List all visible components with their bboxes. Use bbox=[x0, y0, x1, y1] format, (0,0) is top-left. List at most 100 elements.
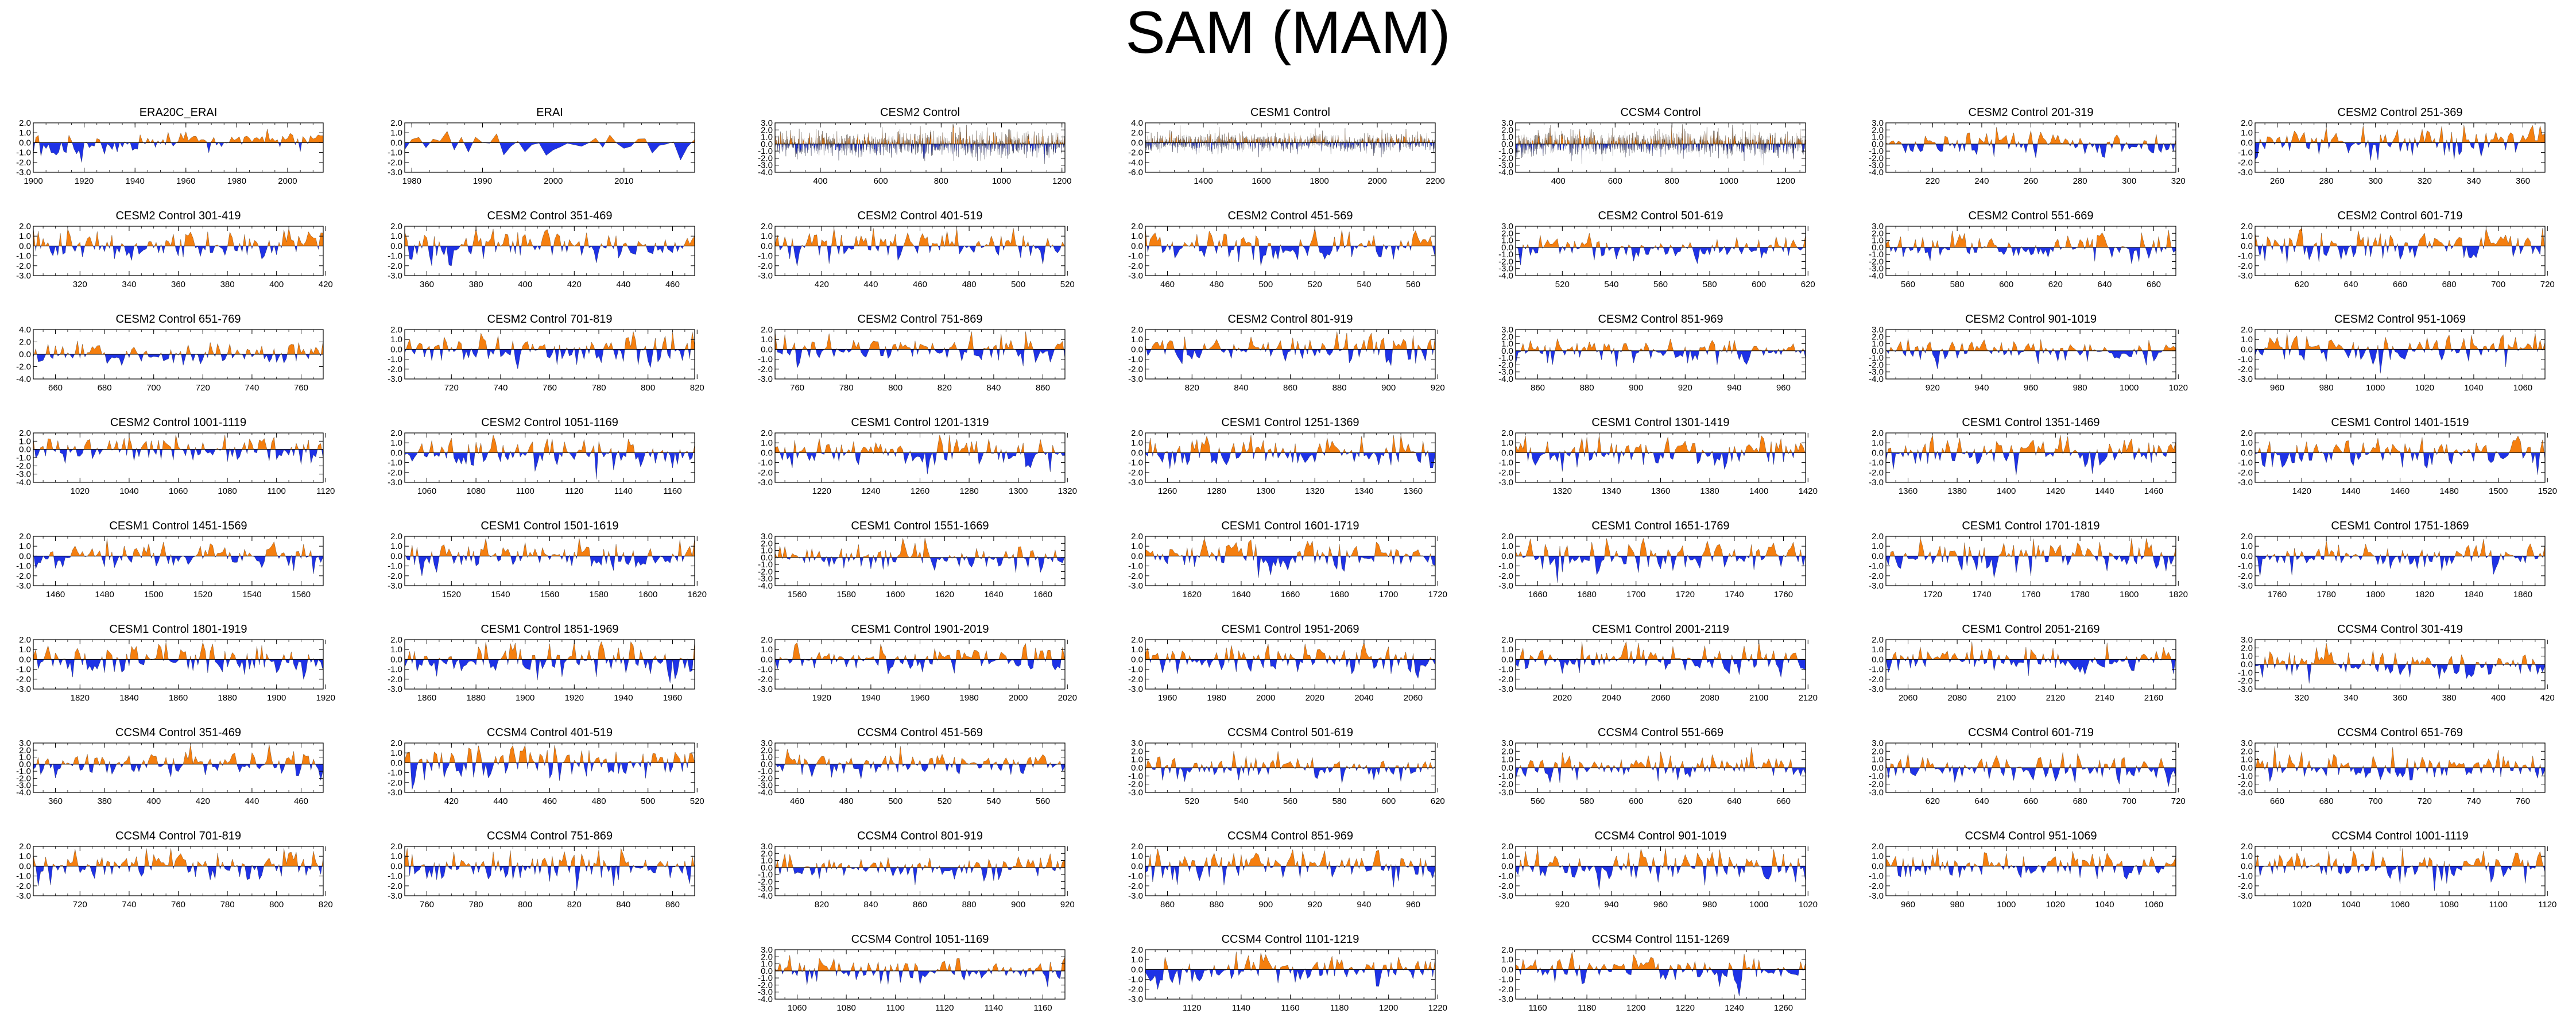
y-tick-label: 2.0 bbox=[390, 428, 402, 438]
x-tick-label: 760 bbox=[543, 383, 557, 393]
x-tick-label: 1760 bbox=[2021, 590, 2040, 599]
x-tick-label: 1990 bbox=[473, 176, 492, 186]
panel-title: CESM1 Control 1851-1969 bbox=[481, 623, 618, 636]
y-tick-label: 1.0 bbox=[1501, 852, 1513, 861]
panel-title: CCSM4 Control 1001-1119 bbox=[2331, 830, 2468, 842]
x-tick-label: 1020 bbox=[2292, 900, 2311, 910]
x-tick-label: 380 bbox=[469, 280, 483, 289]
y-tick-label: 2.0 bbox=[761, 325, 773, 335]
y-tick-label: 2.0 bbox=[1501, 746, 1513, 756]
y-tick-label: 2.0 bbox=[2241, 118, 2253, 128]
x-tick-label: 980 bbox=[1950, 900, 1965, 910]
x-tick-label: 1700 bbox=[1379, 590, 1398, 599]
x-tick-label: 880 bbox=[1332, 383, 1347, 393]
x-tick-label: 1720 bbox=[1428, 590, 1447, 599]
x-tick-label: 940 bbox=[1727, 383, 1741, 393]
x-tick-label: 620 bbox=[1801, 280, 1815, 289]
panel-title: ERA20C_ERAI bbox=[140, 106, 218, 119]
y-tick-label: 0.0 bbox=[2241, 861, 2253, 871]
y-tick-label: -2.0 bbox=[758, 675, 773, 684]
positive-area bbox=[33, 228, 323, 246]
panel-38: CESM1 Control 1901-2019 2.01.00.0-1.0-2.0… bbox=[758, 623, 1077, 703]
y-tick-label: -3.0 bbox=[2238, 788, 2253, 798]
y-tick-label: -2.0 bbox=[2238, 468, 2253, 478]
y-tick-label: -4.0 bbox=[1869, 168, 1884, 177]
plot-frame bbox=[1885, 432, 2176, 483]
y-tick-label: 2.0 bbox=[19, 532, 31, 541]
y-tick-label: -3.0 bbox=[1128, 271, 1143, 281]
x-tick-label: 600 bbox=[874, 176, 888, 186]
x-tick-label: 720 bbox=[196, 383, 210, 393]
x-tick-label: 1840 bbox=[2464, 590, 2483, 599]
y-tick-label: 0.0 bbox=[1501, 243, 1513, 253]
plot-frame bbox=[774, 432, 1066, 483]
y-tick-label: -2.0 bbox=[1869, 780, 1884, 790]
panel-title: CESM2 Control 951-1069 bbox=[2334, 313, 2466, 326]
y-tick-label: 0.0 bbox=[761, 655, 773, 664]
x-tick-label: 480 bbox=[962, 280, 977, 289]
y-tick-label: -1.0 bbox=[758, 252, 773, 261]
x-tick-label: 260 bbox=[2024, 176, 2038, 186]
y-tick-label: 1.0 bbox=[2241, 852, 2253, 861]
y-tick-label: -1.0 bbox=[1869, 771, 1884, 781]
negative-area bbox=[405, 866, 695, 891]
series-line bbox=[404, 641, 695, 683]
x-tick-label: 1020 bbox=[2169, 383, 2188, 393]
y-tick-label: -4.0 bbox=[758, 581, 773, 591]
x-tick-label: 1260 bbox=[911, 486, 929, 496]
x-tick-label: 2020 bbox=[1306, 693, 1324, 703]
y-tick-label: 2.0 bbox=[1501, 532, 1513, 541]
y-tick-label: -1.0 bbox=[2238, 771, 2253, 781]
y-tick-label: -4.0 bbox=[1498, 374, 1513, 384]
y-tick-label: -2.0 bbox=[1498, 571, 1513, 581]
x-tick-label: 760 bbox=[2516, 796, 2530, 806]
negative-area bbox=[33, 449, 323, 465]
series-line bbox=[2255, 746, 2546, 782]
y-tick-label: 2.0 bbox=[390, 842, 402, 852]
x-tick-label: 1060 bbox=[2391, 900, 2410, 910]
panel-title: CESM1 Control 2001-2119 bbox=[1592, 623, 1729, 636]
y-tick-label: 0.0 bbox=[19, 350, 31, 359]
y-tick-label: 2.0 bbox=[2241, 325, 2253, 335]
negative-area bbox=[405, 246, 695, 266]
y-tick-label: 3.0 bbox=[761, 738, 773, 748]
y-tick-label: -1.0 bbox=[16, 562, 31, 571]
negative-area bbox=[2255, 349, 2545, 374]
series-line bbox=[1885, 538, 2176, 578]
x-tick-label: 680 bbox=[2319, 796, 2334, 806]
x-tick-label: 1980 bbox=[402, 176, 421, 186]
y-tick-label: 2.0 bbox=[390, 532, 402, 541]
y-tick-label: 0.0 bbox=[19, 241, 31, 251]
panel-title: CESM1 Control 1401-1519 bbox=[2331, 416, 2469, 429]
panel-title: CESM2 Control 351-469 bbox=[487, 210, 613, 222]
x-tick-label: 860 bbox=[913, 900, 927, 910]
x-tick-label: 1200 bbox=[1052, 176, 1071, 186]
x-tick-label: 1720 bbox=[1676, 590, 1695, 599]
x-tick-label: 1080 bbox=[218, 486, 237, 496]
y-tick-label: 2.0 bbox=[1872, 125, 1884, 135]
negative-area bbox=[1145, 452, 1435, 469]
panel-54: CCSM4 Control 901-1019 2.01.00.0-1.0-2.0-… bbox=[1498, 830, 1818, 910]
y-tick-label: 0.0 bbox=[1872, 551, 1884, 561]
x-tick-label: 780 bbox=[592, 383, 606, 393]
x-tick-label: 360 bbox=[171, 280, 185, 289]
y-tick-label: -3.0 bbox=[388, 168, 402, 177]
x-tick-label: 1960 bbox=[1158, 693, 1177, 703]
negative-area bbox=[33, 556, 323, 574]
y-tick-label: 1.0 bbox=[19, 436, 31, 446]
y-tick-label: 2.0 bbox=[19, 118, 31, 128]
y-tick-label: -1.0 bbox=[1128, 355, 1143, 365]
y-tick-label: 3.0 bbox=[761, 532, 773, 541]
x-tick-label: 980 bbox=[2319, 383, 2334, 393]
y-tick-label: 0.0 bbox=[1131, 448, 1143, 458]
x-tick-label: 1560 bbox=[788, 590, 807, 599]
series-line bbox=[1885, 848, 2176, 880]
y-tick-label: 1.0 bbox=[2241, 128, 2253, 138]
y-tick-label: 1.0 bbox=[19, 645, 31, 655]
x-tick-label: 1960 bbox=[176, 176, 195, 186]
y-tick-label: -2.0 bbox=[388, 158, 402, 168]
panel-title: CCSM4 Control 851-969 bbox=[1227, 830, 1353, 842]
y-tick-label: 4.0 bbox=[19, 325, 31, 335]
panel-19: CESM2 Control 851-969 3.02.01.00.0-1.0-2.… bbox=[1498, 313, 1806, 393]
